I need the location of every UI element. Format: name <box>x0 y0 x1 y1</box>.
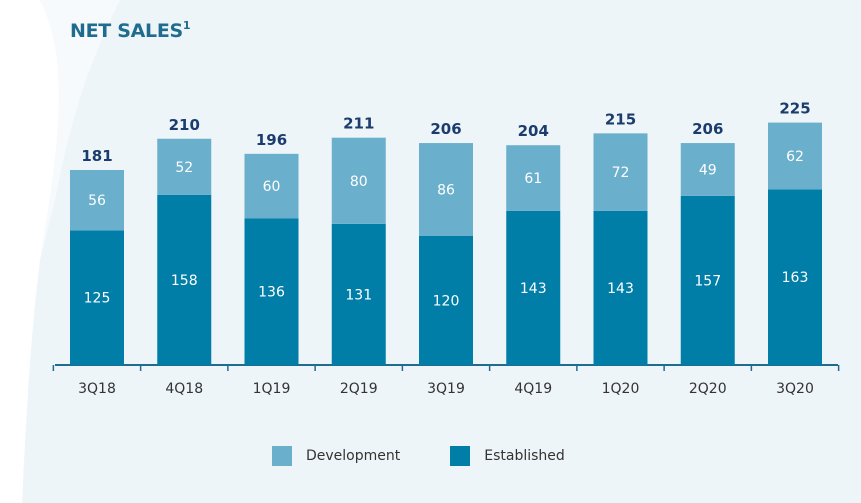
chart-title: NET SALES1 <box>70 19 191 42</box>
total-label: 211 <box>343 115 374 133</box>
bar-established <box>419 235 473 365</box>
x-tick-label: 4Q19 <box>514 381 552 397</box>
data-label-established: 157 <box>694 273 721 289</box>
legend: Development Established <box>272 446 615 466</box>
total-label: 204 <box>518 122 549 140</box>
legend-item-established: Established <box>450 446 565 466</box>
data-label-established: 131 <box>345 287 372 303</box>
legend-swatch-development <box>272 446 292 466</box>
bar-established <box>157 194 212 365</box>
data-label-development: 61 <box>524 171 542 187</box>
data-label-development: 80 <box>350 174 368 190</box>
data-label-development: 49 <box>699 162 717 178</box>
bar-established <box>680 195 735 365</box>
total-label: 206 <box>692 120 723 138</box>
data-label-established: 136 <box>258 285 285 301</box>
total-label: 206 <box>430 120 461 138</box>
bar-established <box>331 223 386 365</box>
x-tick-label: 2Q19 <box>340 381 378 397</box>
legend-item-development: Development <box>272 446 400 466</box>
data-label-established: 125 <box>84 291 111 307</box>
data-label-established: 143 <box>607 281 634 297</box>
bar-established <box>244 218 299 365</box>
legend-label-development: Development <box>306 448 401 464</box>
bar-established <box>506 210 561 365</box>
data-label-established: 120 <box>433 293 460 309</box>
x-tick-label: 3Q19 <box>427 381 465 397</box>
bar-development <box>768 122 822 190</box>
bar-development <box>506 145 561 211</box>
legend-swatch-established <box>450 446 471 466</box>
total-label: 210 <box>169 116 200 134</box>
bar-development <box>157 138 212 195</box>
bar-development <box>70 170 124 231</box>
total-label: 225 <box>779 100 810 118</box>
data-label-established: 143 <box>520 281 547 297</box>
data-label-development: 52 <box>175 160 193 176</box>
data-label-development: 86 <box>437 182 455 198</box>
bar-development <box>593 133 648 211</box>
bar-development <box>419 143 473 236</box>
data-label-development: 62 <box>786 149 804 165</box>
bar-established <box>768 189 822 365</box>
x-tick-label: 1Q20 <box>602 381 640 397</box>
data-label-established: 158 <box>171 273 198 289</box>
total-label: 215 <box>605 110 636 128</box>
x-tick-label: 3Q20 <box>776 381 814 397</box>
x-tick-label: 1Q19 <box>253 381 291 397</box>
data-label-development: 56 <box>88 193 106 209</box>
x-tick-label: 3Q18 <box>78 381 116 397</box>
bar-established <box>70 230 124 365</box>
x-tick-label: 4Q18 <box>165 381 203 397</box>
data-label-development: 72 <box>612 165 630 181</box>
bar-established <box>593 210 648 365</box>
data-label-development: 60 <box>263 179 281 195</box>
total-label: 196 <box>256 131 287 149</box>
bar-development <box>680 143 735 196</box>
data-label-established: 163 <box>782 270 809 286</box>
total-label: 181 <box>81 147 112 165</box>
x-tick-label: 2Q20 <box>689 381 727 397</box>
bar-development <box>331 137 386 224</box>
title-footnote: 1 <box>182 19 191 32</box>
bar-development <box>244 153 299 219</box>
legend-label-established: Established <box>484 448 565 464</box>
